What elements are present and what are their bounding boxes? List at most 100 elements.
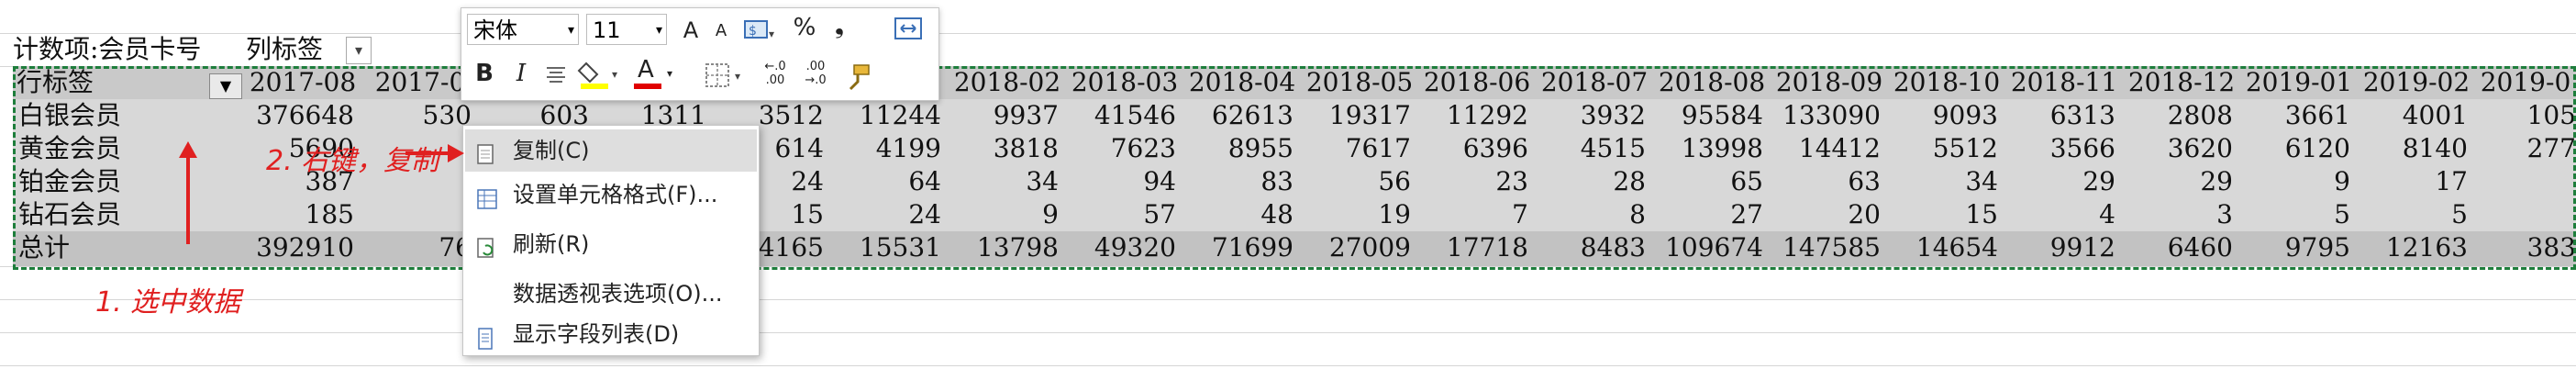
total-cell[interactable]: 76 <box>439 232 472 263</box>
data-cell[interactable]: 2808 <box>2167 100 2233 130</box>
menu-item-pivot-options[interactable]: 数据透视表选项(O)... <box>513 281 723 307</box>
data-cell[interactable]: 9 <box>2334 166 2350 196</box>
total-cell[interactable]: 9912 <box>2049 232 2115 263</box>
decrease-font-button[interactable]: A <box>715 21 727 40</box>
data-cell[interactable] <box>2475 198 2576 231</box>
data-cell[interactable]: 65 <box>1730 166 1763 196</box>
column-header[interactable]: 2019-02 <box>2362 67 2471 97</box>
data-cell[interactable]: 14412 <box>1798 133 1881 163</box>
row-label[interactable]: 黄金会员 <box>18 133 122 163</box>
column-header[interactable]: 2018-07 <box>1540 67 1649 97</box>
data-cell[interactable]: 56 <box>1378 166 1411 196</box>
decrease-decimal-button[interactable]: .00 →.0 <box>805 60 827 87</box>
total-cell[interactable]: 6460 <box>2167 232 2233 263</box>
data-cell[interactable]: 41546 <box>1094 100 1176 130</box>
data-cell[interactable]: 3512 <box>758 100 824 130</box>
total-cell[interactable]: 12163 <box>2385 232 2468 263</box>
data-cell[interactable]: 3620 <box>2167 133 2233 163</box>
data-cell[interactable]: 8140 <box>2402 133 2468 163</box>
data-cell[interactable]: 105 <box>2526 100 2576 130</box>
data-cell[interactable]: 6396 <box>1462 133 1528 163</box>
data-cell[interactable]: 24 <box>908 199 941 229</box>
column-header[interactable]: 2018-05 <box>1305 67 1414 97</box>
data-cell[interactable]: 19317 <box>1328 100 1411 130</box>
align-center-icon[interactable] <box>542 61 570 89</box>
data-cell[interactable]: 11244 <box>859 100 941 130</box>
data-cell[interactable]: 15 <box>791 199 824 229</box>
data-cell[interactable]: 9 <box>1042 199 1059 229</box>
number-format-icon[interactable]: $ ▾ <box>742 17 779 43</box>
fill-color-icon[interactable]: ▾ <box>577 58 623 91</box>
total-cell[interactable]: 71699 <box>1211 232 1294 263</box>
data-cell[interactable]: 94 <box>1143 166 1176 196</box>
data-cell[interactable]: 57 <box>1143 199 1176 229</box>
data-cell[interactable]: 8955 <box>1227 133 1294 163</box>
total-cell[interactable]: 17718 <box>1446 232 1528 263</box>
data-cell[interactable]: 133090 <box>1782 100 1881 130</box>
column-header[interactable]: 2018-12 <box>2127 67 2236 97</box>
column-header[interactable]: 2017-08 <box>249 67 357 97</box>
total-cell[interactable]: 27009 <box>1328 232 1411 263</box>
column-header[interactable]: 2018-02 <box>953 67 1061 97</box>
total-cell[interactable]: 13798 <box>976 232 1059 263</box>
comma-style-button[interactable]: ❟ <box>834 12 845 39</box>
data-cell[interactable]: 3566 <box>2049 133 2115 163</box>
column-header[interactable]: 2017-0 <box>374 67 466 97</box>
data-cell[interactable]: 9093 <box>1932 100 1998 130</box>
total-cell[interactable]: 15531 <box>859 232 941 263</box>
row-label[interactable]: 钻石会员 <box>18 199 122 229</box>
row-label[interactable]: 铂金会员 <box>18 166 122 196</box>
total-cell[interactable]: 49320 <box>1094 232 1176 263</box>
data-cell[interactable]: 9937 <box>993 100 1059 130</box>
data-cell[interactable]: 28 <box>1613 166 1646 196</box>
menu-item-field-list[interactable]: 显示字段列表(D) <box>465 313 757 355</box>
data-cell[interactable]: 11292 <box>1446 100 1528 130</box>
data-cell[interactable]: 3 <box>2216 199 2233 229</box>
data-cell[interactable]: 5 <box>2334 199 2350 229</box>
data-cell[interactable]: 20 <box>1848 199 1881 229</box>
data-cell[interactable]: 185 <box>305 199 354 229</box>
data-cell[interactable]: 83 <box>1260 166 1294 196</box>
data-cell[interactable]: 63 <box>1848 166 1881 196</box>
data-cell[interactable]: 17 <box>2435 166 2468 196</box>
column-header[interactable]: 2018-10 <box>1893 67 2001 97</box>
total-cell[interactable]: 4165 <box>758 232 824 263</box>
column-header[interactable]: 2018-04 <box>1188 67 1296 97</box>
format-painter-icon[interactable] <box>843 61 874 91</box>
increase-decimal-button[interactable]: ←.0 .00 <box>764 60 786 87</box>
total-cell[interactable]: 383 <box>2526 232 2576 263</box>
menu-item-refresh[interactable]: 刷新(R) <box>465 223 757 265</box>
data-cell[interactable]: 5 <box>2451 199 2468 229</box>
data-cell[interactable]: 6120 <box>2284 133 2350 163</box>
data-cell[interactable]: 13998 <box>1681 133 1763 163</box>
data-cell[interactable]: 4199 <box>875 133 941 163</box>
row-label[interactable]: 白银会员 <box>18 100 122 130</box>
data-cell[interactable]: 3932 <box>1580 100 1646 130</box>
data-cell[interactable]: 48 <box>1260 199 1294 229</box>
data-cell[interactable]: 614 <box>774 133 824 163</box>
data-cell[interactable]: 23 <box>1495 166 1528 196</box>
data-cell[interactable]: 29 <box>2082 166 2115 196</box>
total-cell[interactable]: 14654 <box>1915 232 1998 263</box>
bold-button[interactable]: B <box>475 60 494 87</box>
data-cell[interactable]: 4001 <box>2402 100 2468 130</box>
data-cell[interactable]: 8 <box>1629 199 1646 229</box>
data-cell[interactable]: 34 <box>1026 166 1059 196</box>
increase-font-button[interactable]: A <box>683 17 699 43</box>
data-cell[interactable]: 387 <box>305 166 354 196</box>
data-cell[interactable] <box>2475 165 2576 198</box>
data-cell[interactable]: 24 <box>791 166 824 196</box>
column-header[interactable]: 2018-09 <box>1775 67 1883 97</box>
column-filter-button[interactable]: ▾ <box>346 37 372 64</box>
data-cell[interactable]: 5512 <box>1932 133 1998 163</box>
data-cell[interactable]: 277 <box>2526 133 2576 163</box>
data-cell[interactable]: 64 <box>908 166 941 196</box>
data-cell[interactable]: 3661 <box>2284 100 2350 130</box>
column-header[interactable]: 2018-06 <box>1423 67 1531 97</box>
borders-icon[interactable]: ▾ <box>704 61 749 89</box>
total-cell[interactable]: 9795 <box>2284 232 2350 263</box>
data-cell[interactable]: 95584 <box>1681 100 1763 130</box>
data-cell[interactable]: 376648 <box>256 100 354 130</box>
column-header[interactable]: 2019-01 <box>2245 67 2353 97</box>
data-cell[interactable]: 7 <box>1512 199 1528 229</box>
